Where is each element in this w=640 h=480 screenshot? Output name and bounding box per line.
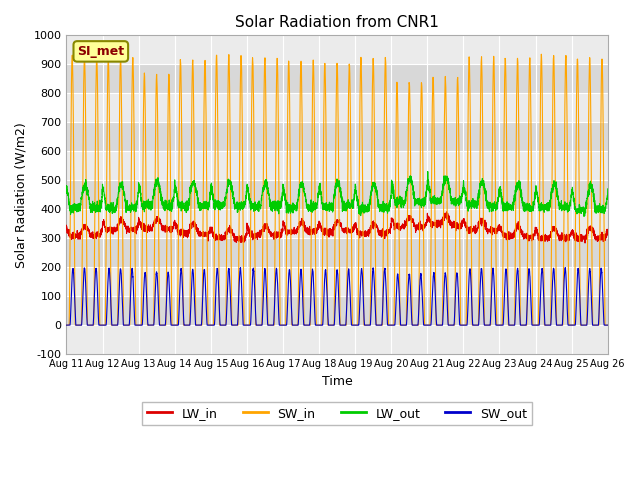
LW_out	[458, 192, 466, 198]
SW_out	[604, 322, 611, 328]
LW_in	[443, 209, 451, 215]
SW_out	[489, 265, 497, 271]
LW_out	[424, 168, 431, 174]
LW_in	[489, 225, 497, 231]
X-axis label: Time: Time	[322, 374, 353, 387]
Line: SW_in: SW_in	[67, 54, 608, 325]
LW_out	[580, 214, 588, 219]
SW_in	[458, 322, 466, 328]
LW_in	[160, 223, 168, 228]
SW_out	[317, 322, 324, 328]
SW_in	[317, 322, 324, 328]
LW_out	[317, 192, 324, 197]
LW_in	[63, 222, 70, 228]
Bar	[67, 209, 608, 238]
SW_out	[429, 290, 436, 296]
SW_in	[160, 322, 168, 328]
SW_in	[428, 104, 436, 109]
Bar	[67, 122, 608, 151]
Bar	[67, 93, 608, 122]
Bar	[67, 238, 608, 267]
SW_in	[604, 322, 612, 328]
LW_out	[429, 200, 436, 205]
LW_out	[604, 186, 612, 192]
SW_out	[458, 322, 466, 328]
SW_out	[160, 322, 168, 328]
SW_out	[604, 322, 612, 328]
Legend: LW_in, SW_in, LW_out, SW_out: LW_in, SW_in, LW_out, SW_out	[141, 402, 532, 425]
LW_in	[458, 222, 466, 228]
SW_out	[237, 264, 244, 270]
LW_out	[604, 197, 611, 203]
LW_in	[604, 231, 611, 237]
Text: SI_met: SI_met	[77, 45, 124, 58]
LW_out	[489, 203, 497, 208]
SW_in	[604, 322, 611, 328]
Bar	[67, 151, 608, 180]
SW_in	[538, 51, 545, 57]
Line: SW_out: SW_out	[67, 267, 608, 325]
Title: Solar Radiation from CNR1: Solar Radiation from CNR1	[235, 15, 439, 30]
Bar	[67, 36, 608, 64]
Bar	[67, 180, 608, 209]
Bar	[67, 267, 608, 296]
LW_out	[160, 201, 168, 206]
SW_out	[63, 322, 70, 328]
LW_in	[581, 240, 589, 246]
Bar	[67, 64, 608, 93]
Line: LW_out: LW_out	[67, 171, 608, 216]
LW_in	[428, 223, 436, 229]
LW_out	[63, 183, 70, 189]
SW_in	[489, 85, 497, 91]
LW_in	[604, 228, 612, 233]
LW_in	[317, 225, 324, 230]
Bar	[67, 325, 608, 354]
Bar	[67, 296, 608, 325]
SW_in	[63, 322, 70, 328]
Line: LW_in: LW_in	[67, 212, 608, 243]
Y-axis label: Solar Radiation (W/m2): Solar Radiation (W/m2)	[15, 122, 28, 267]
